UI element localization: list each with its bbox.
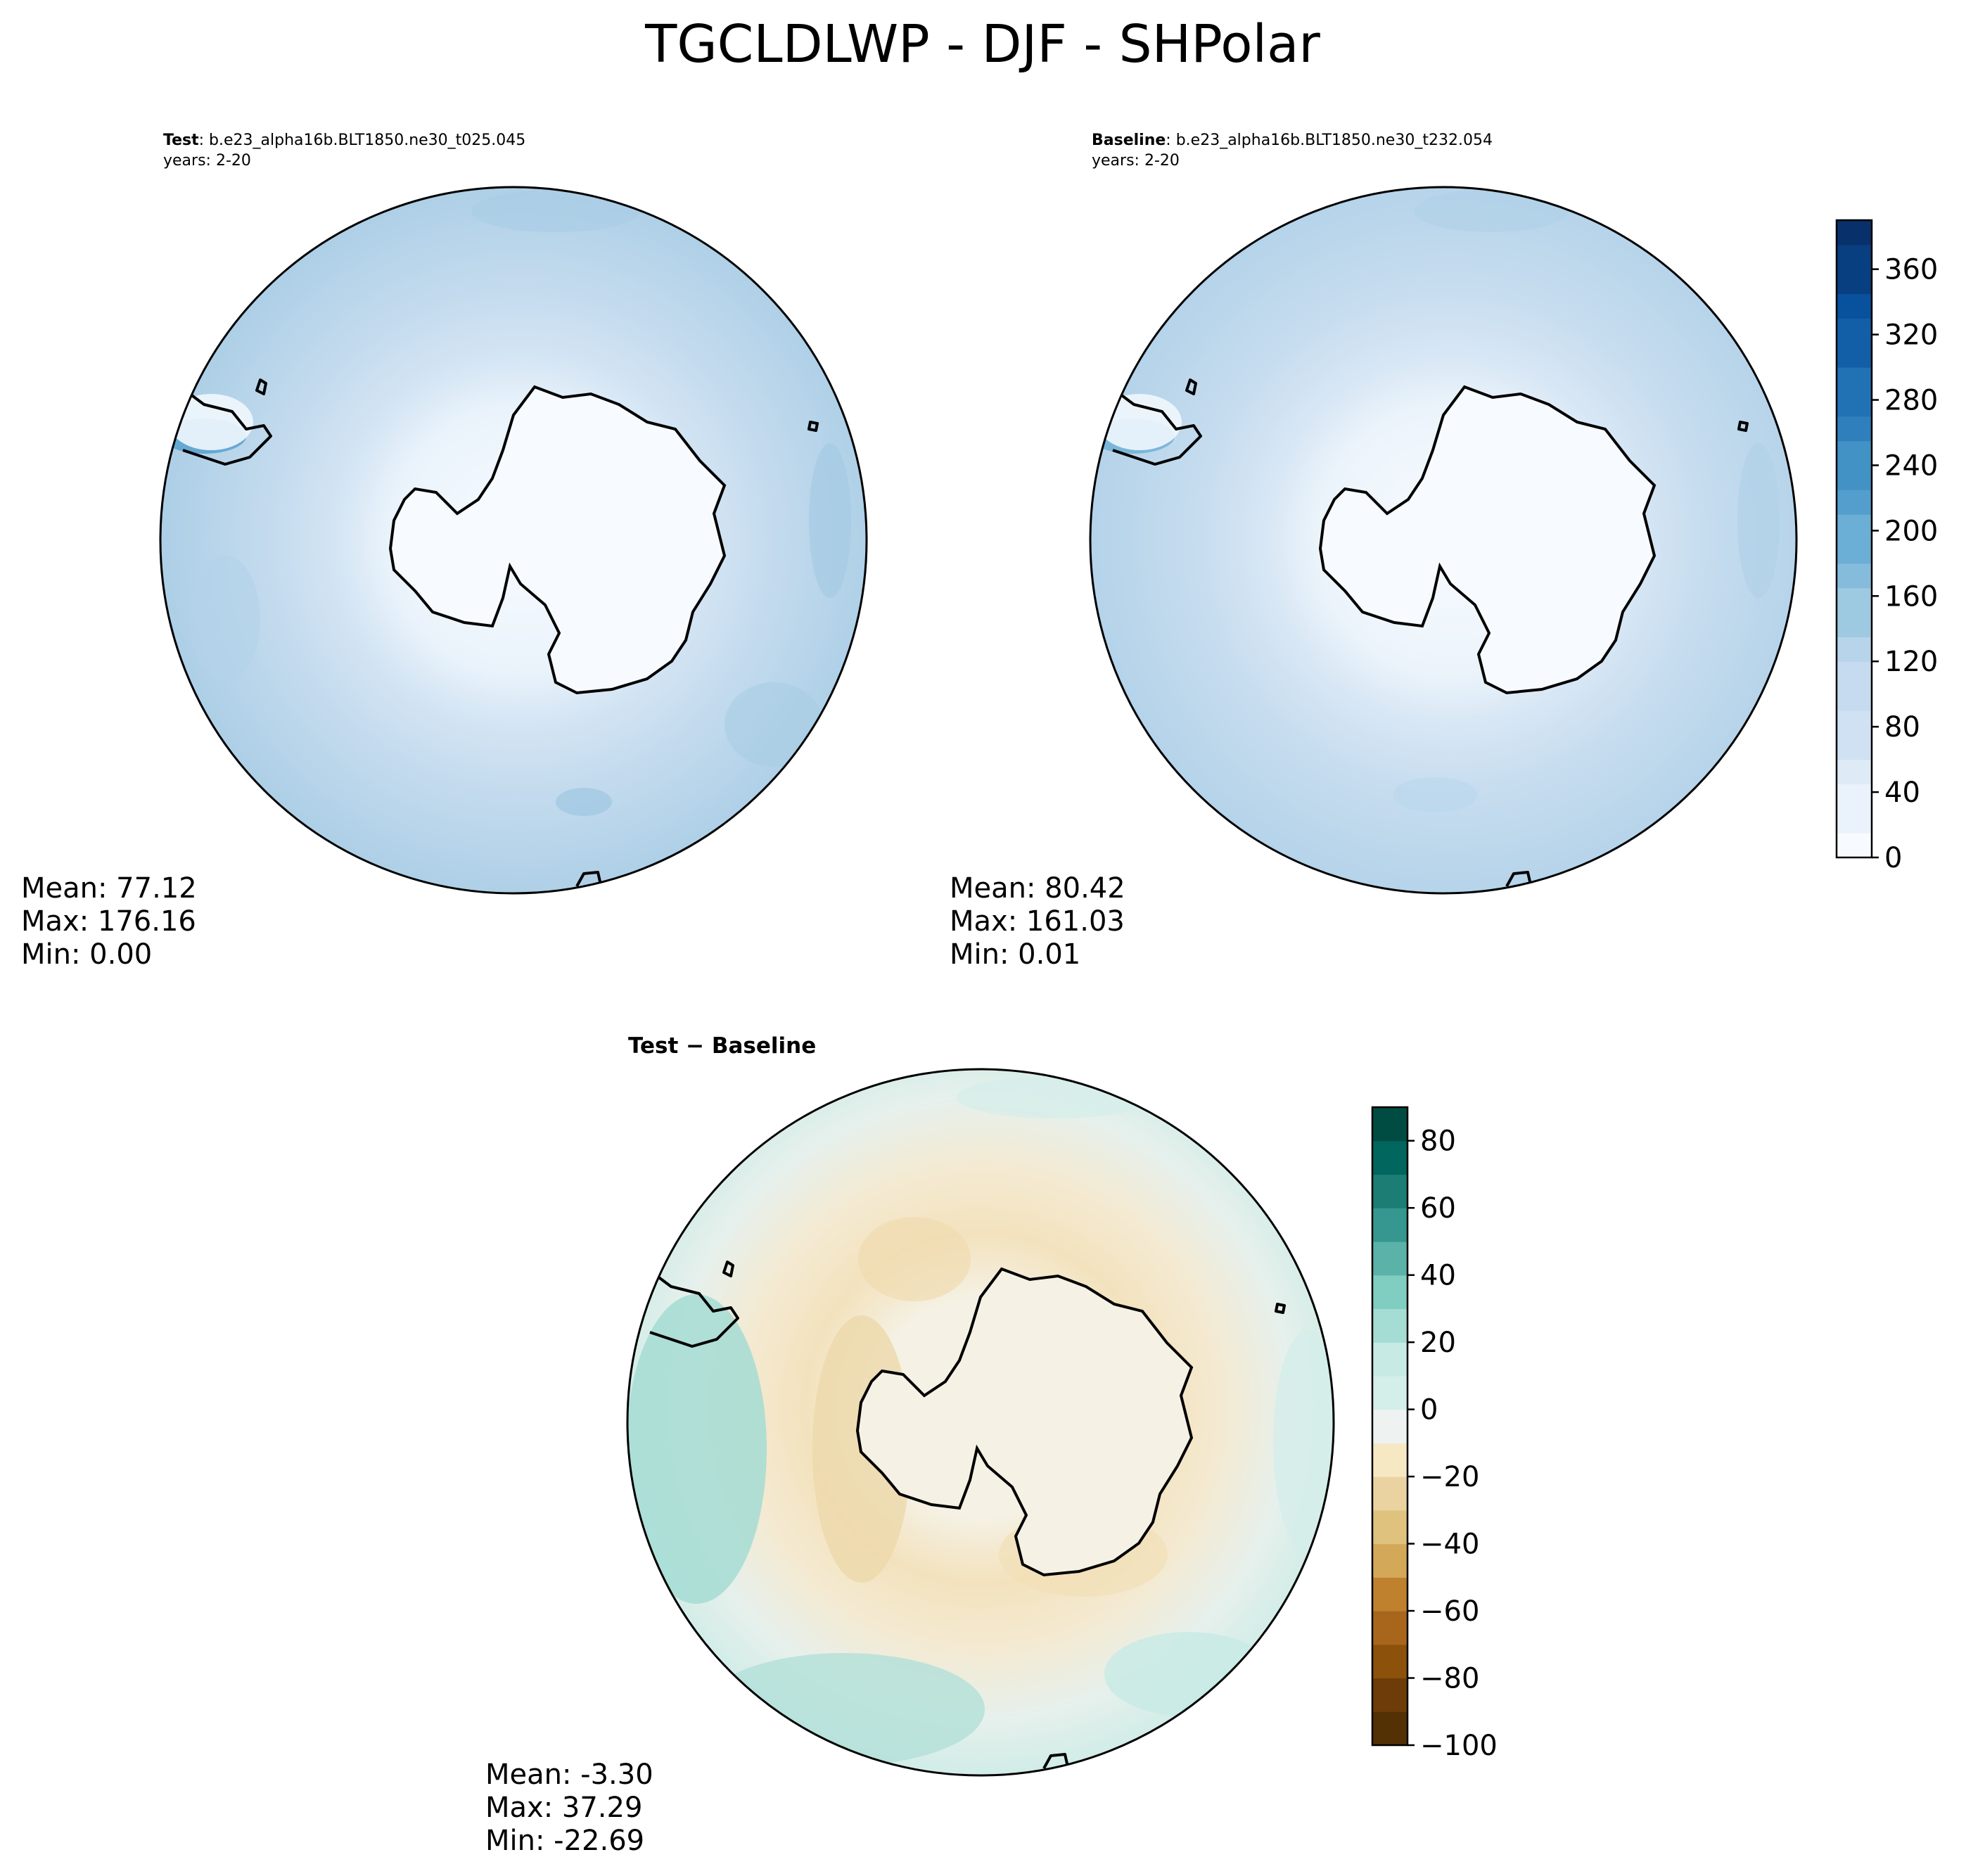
colorbar-main-level-7 [1837,661,1872,687]
diff-map-boundary [626,1068,1335,1777]
colorbar-diff-level-14 [1372,1241,1408,1276]
figure-title: TGCLDLWP - DJF - SHPolar [644,14,1320,75]
colorbar-diff-level-17 [1372,1140,1408,1175]
colorbar-main-level-12 [1837,539,1872,564]
colorbar-diff-tick-label: 0 [1420,1394,1438,1427]
colorbar-main-tick-label: 80 [1884,711,1920,744]
test-years-label: years: 2-20 [163,152,251,170]
colorbar-main-tick-label: 200 [1884,515,1938,547]
colorbar-main-tick-label: 320 [1884,319,1938,352]
colorbar-main-level-21 [1837,318,1872,343]
colorbar-main-level-10 [1837,587,1872,613]
colorbar-main-tick-label: 160 [1884,580,1938,613]
colorbar-diff-tick-label: 80 [1420,1125,1456,1158]
colorbar-diff-level-5 [1372,1543,1408,1578]
colorbar-diff-level-2 [1372,1644,1408,1679]
test-min: Min: 0.00 [21,938,152,971]
colorbar-main-level-13 [1837,514,1872,540]
colorbar-main-level-17 [1837,416,1872,442]
test-max: Max: 176.16 [21,905,196,938]
colorbar-diff-tick-label: −40 [1420,1529,1479,1561]
colorbar-diff-tick-label: −80 [1420,1663,1479,1695]
colorbar-diff: −100 −80 −60 −40 −20 0 20 40 60 80 [1371,1106,1498,1762]
colorbar-diff-level-13 [1372,1275,1408,1310]
colorbar-main-level-20 [1837,343,1872,368]
colorbar-diff-level-1 [1372,1678,1408,1712]
colorbar-main-level-11 [1837,563,1872,589]
baseline-case-label: Baseline: b.e23_alpha16b.BLT1850.ne30_t2… [1092,132,1493,149]
colorbar-main-tick-label: 0 [1884,842,1902,874]
colorbar-diff-tick-label: −60 [1420,1595,1479,1628]
colorbar-main-tick-label: 240 [1884,449,1938,482]
colorbar-main-tick-label: 360 [1884,254,1938,286]
colorbar-diff-tick-label: 40 [1420,1260,1456,1292]
colorbar-diff-level-0 [1372,1711,1408,1746]
colorbar-main-level-18 [1837,391,1872,417]
colorbar-main-level-4 [1837,734,1872,760]
colorbar-diff-level-3 [1372,1611,1408,1645]
colorbar-main-level-9 [1837,612,1872,637]
colorbar-main-level-0 [1837,833,1872,858]
colorbar-diff-tick-label: 20 [1420,1327,1456,1359]
colorbar-diff-level-12 [1372,1308,1408,1343]
colorbar-diff-level-11 [1372,1342,1408,1377]
colorbar-diff-level-15 [1372,1208,1408,1242]
colorbar-main-level-14 [1837,490,1872,515]
colorbar-diff-level-16 [1372,1174,1408,1208]
colorbar-main-level-16 [1837,440,1872,466]
colorbar-main-level-8 [1837,637,1872,662]
colorbar-diff-tick-label: −100 [1420,1730,1498,1762]
colorbar-main-level-24 [1837,244,1872,270]
colorbar-diff-level-8 [1372,1443,1408,1477]
panel-diff: Test − Baseline Mean: -3.30 Max: 37.29 M… [485,1033,1335,1857]
colorbar-main-level-23 [1837,269,1872,295]
baseline-map-boundary [1089,186,1798,895]
diff-max: Max: 37.29 [485,1792,642,1824]
diff-mean: Mean: -3.30 [485,1759,653,1791]
colorbar-diff-tick-label: 60 [1420,1192,1456,1225]
colorbar-main-tick-label: 120 [1884,646,1938,678]
test-map-boundary [159,186,868,895]
colorbar-main-level-6 [1837,686,1872,711]
baseline-mean: Mean: 80.42 [950,872,1125,905]
colorbar-main-level-15 [1837,465,1872,490]
colorbar-main-level-3 [1837,759,1872,785]
colorbar-main: 0 40 80 120 160 200 240 280 320 360 [1835,219,1938,874]
baseline-max: Max: 161.03 [950,905,1125,938]
colorbar-main-level-22 [1837,293,1872,319]
diff-min: Min: -22.69 [485,1825,644,1857]
colorbar-main-level-1 [1837,808,1872,834]
test-mean: Mean: 77.12 [21,872,197,905]
panel-test: Test: b.e23_alpha16b.BLT1850.ne30_t025.0… [21,132,868,971]
colorbar-diff-level-10 [1372,1375,1408,1410]
baseline-min: Min: 0.01 [950,938,1080,971]
colorbar-diff-tick-label: −20 [1420,1461,1479,1493]
test-case-label: Test: b.e23_alpha16b.BLT1850.ne30_t025.0… [163,132,525,149]
panel-baseline: Baseline: b.e23_alpha16b.BLT1850.ne30_t2… [950,132,1798,971]
colorbar-diff-level-4 [1372,1577,1408,1612]
baseline-years-label: years: 2-20 [1092,152,1180,170]
colorbar-main-level-2 [1837,784,1872,809]
colorbar-main-level-25 [1837,220,1872,245]
colorbar-diff-frame [1371,1106,1409,1747]
colorbar-diff-level-6 [1372,1510,1408,1545]
colorbar-diff-level-18 [1372,1107,1408,1142]
colorbar-main-level-5 [1837,710,1872,736]
diff-title: Test − Baseline [628,1033,816,1059]
colorbar-diff-level-9 [1372,1409,1408,1443]
colorbar-main-tick-label: 40 [1884,777,1920,809]
colorbar-main-tick-label: 280 [1884,385,1938,417]
colorbar-diff-level-7 [1372,1476,1408,1511]
colorbar-main-level-19 [1837,367,1872,393]
colorbar-main-frame [1835,219,1873,859]
